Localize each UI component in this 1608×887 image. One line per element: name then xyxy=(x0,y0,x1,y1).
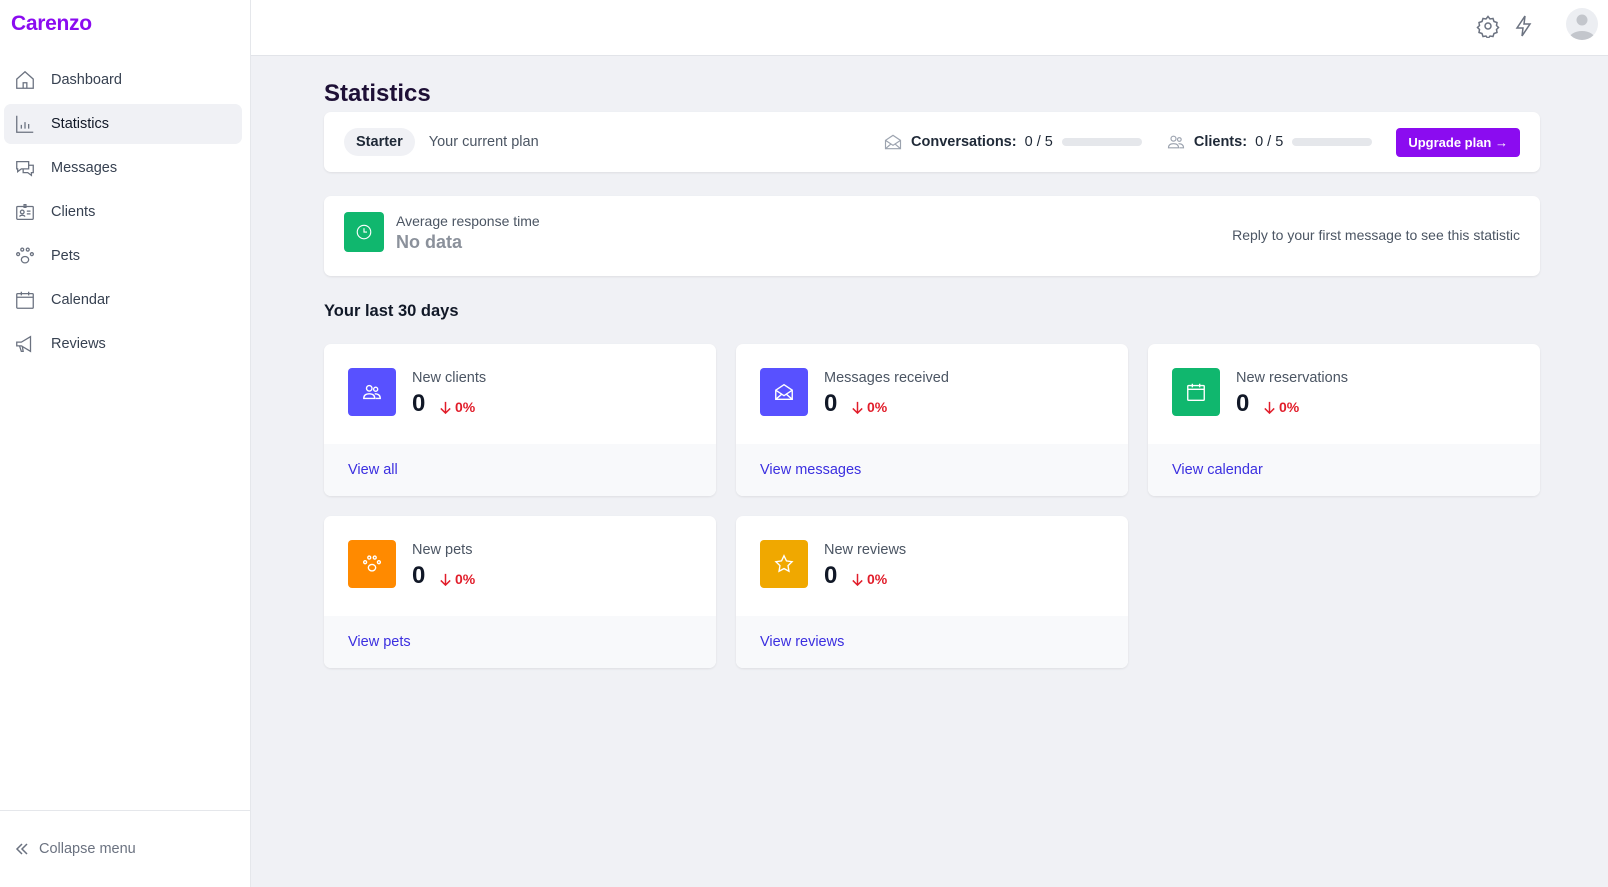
stat-card: New reservations 0 0% View calendar xyxy=(1148,344,1540,496)
chevrons-left-icon xyxy=(15,843,28,855)
stat-value: 0 xyxy=(824,562,838,589)
stat-change-value: 0% xyxy=(867,399,888,415)
lightning-icon[interactable] xyxy=(1512,14,1536,38)
arrow-down-icon xyxy=(852,573,863,586)
collapse-menu-label: Collapse menu xyxy=(39,841,136,857)
arrow-down-icon xyxy=(1264,401,1275,414)
arrow-down-icon xyxy=(440,401,451,414)
stat-value: 0 xyxy=(1236,390,1250,417)
upgrade-plan-button[interactable]: Upgrade plan → xyxy=(1396,127,1520,157)
stat-change-value: 0% xyxy=(1279,399,1300,415)
megaphone-icon xyxy=(16,335,32,353)
stat-value: 0 xyxy=(412,390,426,417)
sidebar-item-label: Reviews xyxy=(51,336,106,352)
sidebar-item-label: Clients xyxy=(51,204,96,220)
sidebar-item-pets[interactable]: Pets xyxy=(4,236,242,276)
clock-icon-box xyxy=(344,212,384,252)
conversations-usage: Conversations: 0 / 5 xyxy=(883,132,1142,152)
sidebar: Carenzo Dashboard Statistics Messages Cl… xyxy=(0,0,251,887)
conversations-label: Conversations: xyxy=(911,134,1017,150)
stat-card: New clients 0 0% View all xyxy=(324,344,716,496)
sidebar-item-dashboard[interactable]: Dashboard xyxy=(4,60,242,100)
sidebar-item-label: Statistics xyxy=(51,116,110,132)
bar-chart-icon xyxy=(16,115,34,133)
clients-usage: Clients: 0 / 5 xyxy=(1166,132,1373,152)
stat-label: New clients xyxy=(412,370,487,386)
sidebar-item-label: Pets xyxy=(51,248,81,264)
stat-link[interactable]: View calendar xyxy=(1148,444,1540,496)
plan-card: Starter Your current plan Conversations:… xyxy=(324,112,1540,172)
home-icon xyxy=(16,70,34,89)
calendar-icon xyxy=(1187,383,1205,401)
users-icon xyxy=(1167,135,1184,149)
stat-card: Messages received 0 0% View messages xyxy=(736,344,1128,496)
paw-icon-box xyxy=(348,540,396,588)
stat-link[interactable]: View messages xyxy=(736,444,1128,496)
avg-value: No data xyxy=(396,232,463,252)
id-card-icon xyxy=(16,204,34,220)
sidebar-item-label: Dashboard xyxy=(51,72,122,88)
stat-link[interactable]: View pets xyxy=(324,616,716,668)
stat-label: Messages received xyxy=(824,370,949,386)
avatar[interactable] xyxy=(1566,8,1598,40)
star-icon xyxy=(774,554,794,573)
stat-change-value: 0% xyxy=(455,571,476,587)
logo[interactable]: Carenzo xyxy=(11,12,92,35)
calendar-icon-box xyxy=(1172,368,1220,416)
clients-value: 0 / 5 xyxy=(1255,134,1284,150)
envelope-open-icon xyxy=(775,383,793,401)
envelope-open-icon-box xyxy=(760,368,808,416)
conversations-value: 0 / 5 xyxy=(1024,134,1053,150)
calendar-icon xyxy=(16,291,34,309)
clients-progress xyxy=(1292,138,1373,146)
envelope-open-icon xyxy=(884,134,902,150)
conversations-progress xyxy=(1061,138,1142,146)
stat-card: New pets 0 0% View pets xyxy=(324,516,716,668)
stat-change: 0% xyxy=(438,399,475,415)
avg-label: Average response time xyxy=(396,213,540,229)
stat-label: New pets xyxy=(412,542,473,558)
top-bar xyxy=(251,0,1608,56)
clients-label: Clients: xyxy=(1193,134,1248,150)
page-title: Statistics xyxy=(324,80,431,107)
sidebar-item-messages[interactable]: Messages xyxy=(4,148,242,188)
stat-value: 0 xyxy=(824,390,838,417)
sidebar-item-label: Calendar xyxy=(51,292,110,308)
stat-change: 0% xyxy=(850,399,887,415)
stat-change: 0% xyxy=(850,571,887,587)
paw-icon xyxy=(362,555,382,572)
stat-change: 0% xyxy=(1262,399,1299,415)
stat-value: 0 xyxy=(412,562,426,589)
sidebar-item-calendar[interactable]: Calendar xyxy=(4,280,242,320)
sidebar-item-reviews[interactable]: Reviews xyxy=(4,324,242,364)
section-title: Your last 30 days xyxy=(324,302,459,320)
stat-change-value: 0% xyxy=(867,571,888,587)
average-response-card: Average response time No data Reply to y… xyxy=(324,196,1540,276)
stat-link[interactable]: View reviews xyxy=(736,616,1128,668)
user-icon xyxy=(1569,14,1595,40)
stat-link[interactable]: View all xyxy=(324,444,716,496)
collapse-menu-button[interactable]: Collapse menu xyxy=(0,810,250,887)
sidebar-item-label: Messages xyxy=(51,160,118,176)
sidebar-item-clients[interactable]: Clients xyxy=(4,192,242,232)
chat-icon xyxy=(16,160,34,177)
sidebar-item-statistics[interactable]: Statistics xyxy=(4,104,242,144)
gear-icon[interactable] xyxy=(1476,14,1500,38)
stat-change-value: 0% xyxy=(455,399,476,415)
clock-icon xyxy=(356,224,372,240)
stat-label: New reviews xyxy=(824,542,907,558)
stat-label: New reservations xyxy=(1236,370,1349,386)
plan-badge: Starter xyxy=(344,128,415,156)
arrow-down-icon xyxy=(440,573,451,586)
avg-hint: Reply to your first message to see this … xyxy=(1232,227,1520,243)
arrow-down-icon xyxy=(852,401,863,414)
plan-caption: Your current plan xyxy=(428,134,539,150)
users-icon-box xyxy=(348,368,396,416)
users-icon xyxy=(363,384,381,400)
paw-icon xyxy=(16,247,34,264)
stat-card: New reviews 0 0% View reviews xyxy=(736,516,1128,668)
stat-change: 0% xyxy=(438,571,475,587)
star-icon-box xyxy=(760,540,808,588)
